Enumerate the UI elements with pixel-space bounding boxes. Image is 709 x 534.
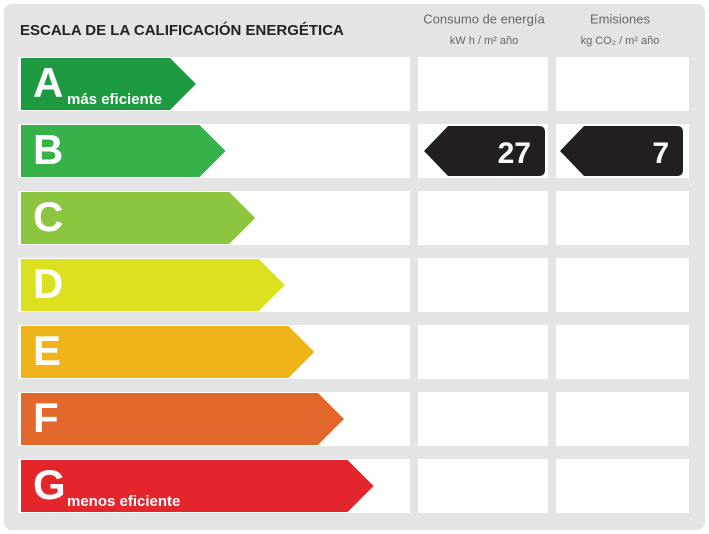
rating-letter: D [33, 260, 63, 307]
cell [556, 325, 689, 379]
rating-arrow [21, 460, 374, 512]
rating-letter: E [33, 327, 61, 374]
column-title: Emisiones [590, 11, 650, 26]
rating-arrow [21, 326, 315, 378]
rating-note: menos eficiente [67, 493, 180, 510]
cell [418, 325, 548, 379]
rating-letter: F [33, 394, 59, 441]
column-unit: kg CO₂ / m² año [581, 35, 660, 47]
rating-letter: A [33, 59, 63, 106]
rating-marker [560, 126, 683, 176]
rating-arrow [21, 125, 226, 177]
cell [418, 258, 548, 312]
rating-arrow [21, 259, 285, 311]
rating-letter: B [33, 126, 63, 173]
rating-value: 7 [652, 137, 669, 170]
cell [556, 459, 689, 513]
cell [556, 392, 689, 446]
cell [418, 392, 548, 446]
cell [556, 258, 689, 312]
title: ESCALA DE LA CALIFICACIÓN ENERGÉTICA [20, 21, 344, 39]
column-unit: kW h / m² año [450, 35, 518, 47]
cell [418, 459, 548, 513]
cell [556, 57, 689, 111]
rating-arrow [21, 192, 256, 244]
rating-arrow [21, 58, 196, 110]
rating-letter: C [33, 193, 63, 240]
rating-letter: G [33, 461, 66, 508]
rating-value: 27 [498, 137, 531, 170]
cell [556, 191, 689, 245]
rating-marker [424, 126, 545, 176]
rating-note: más eficiente [67, 91, 162, 108]
cell [418, 57, 548, 111]
column-title: Consumo de energía [423, 11, 545, 26]
cell [418, 191, 548, 245]
rating-arrow [21, 393, 344, 445]
